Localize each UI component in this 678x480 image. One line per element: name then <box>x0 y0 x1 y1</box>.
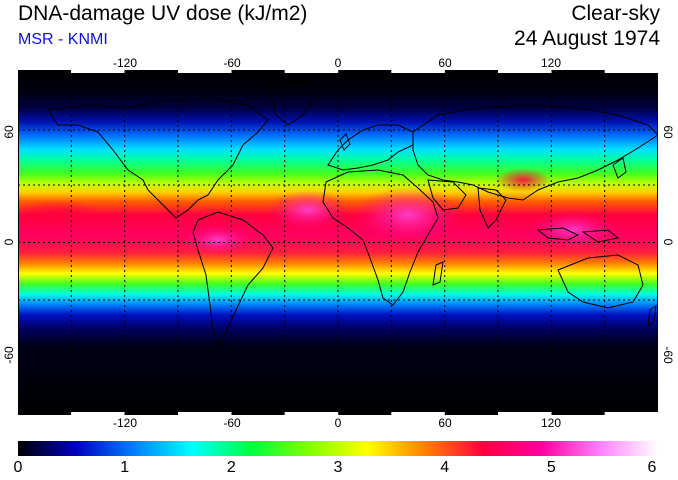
lat-tick-right: 0 <box>661 238 675 246</box>
graticule <box>18 70 658 415</box>
lat-tick-right: -60 <box>661 346 675 364</box>
hotspot-andes <box>183 225 253 255</box>
lon-tick-bottom: 120 <box>540 416 562 430</box>
map-date: 24 August 1974 <box>514 27 660 50</box>
colorbar-label: 0 <box>13 459 23 476</box>
colorbar-label: 5 <box>546 459 556 476</box>
lon-tick-top: 0 <box>334 56 342 70</box>
lon-tick-top: 60 <box>438 56 452 70</box>
hotspot-africa <box>353 187 463 243</box>
coastlines <box>47 81 658 347</box>
map-border <box>18 70 658 415</box>
colorbar-label: 4 <box>440 459 450 476</box>
hotspot-indonesia <box>528 212 618 248</box>
lat-tick-right: 60 <box>661 125 675 139</box>
hotspot-tibet <box>495 168 551 192</box>
colorbar-gradient <box>18 441 658 456</box>
colorbar <box>18 441 658 456</box>
colorbar-label: 2 <box>226 459 236 476</box>
lon-tick-bottom: 0 <box>334 416 342 430</box>
colorbar-label: 3 <box>333 459 343 476</box>
lon-tick-bottom: -60 <box>223 416 241 430</box>
map-source: MSR - KNMI <box>18 31 108 48</box>
lat-tick-left: -60 <box>2 346 16 364</box>
lon-tick-bottom: -120 <box>112 416 138 430</box>
map-title: DNA-damage UV dose (kJ/m2) <box>18 2 308 25</box>
lat-tick-left: 0 <box>2 238 16 246</box>
sky-condition: Clear-sky <box>571 2 660 25</box>
lon-tick-top: -120 <box>112 56 138 70</box>
uv-dose-map <box>18 70 658 415</box>
colorbar-label: 1 <box>120 459 130 476</box>
lon-tick-bottom: 60 <box>438 416 452 430</box>
colorbar-label: 6 <box>647 459 657 476</box>
hotspot-atlantic <box>268 190 348 230</box>
lon-tick-top: -60 <box>223 56 241 70</box>
hotspot-pacific <box>18 200 103 230</box>
lat-tick-left: 60 <box>2 125 16 139</box>
lon-tick-top: 120 <box>540 56 562 70</box>
